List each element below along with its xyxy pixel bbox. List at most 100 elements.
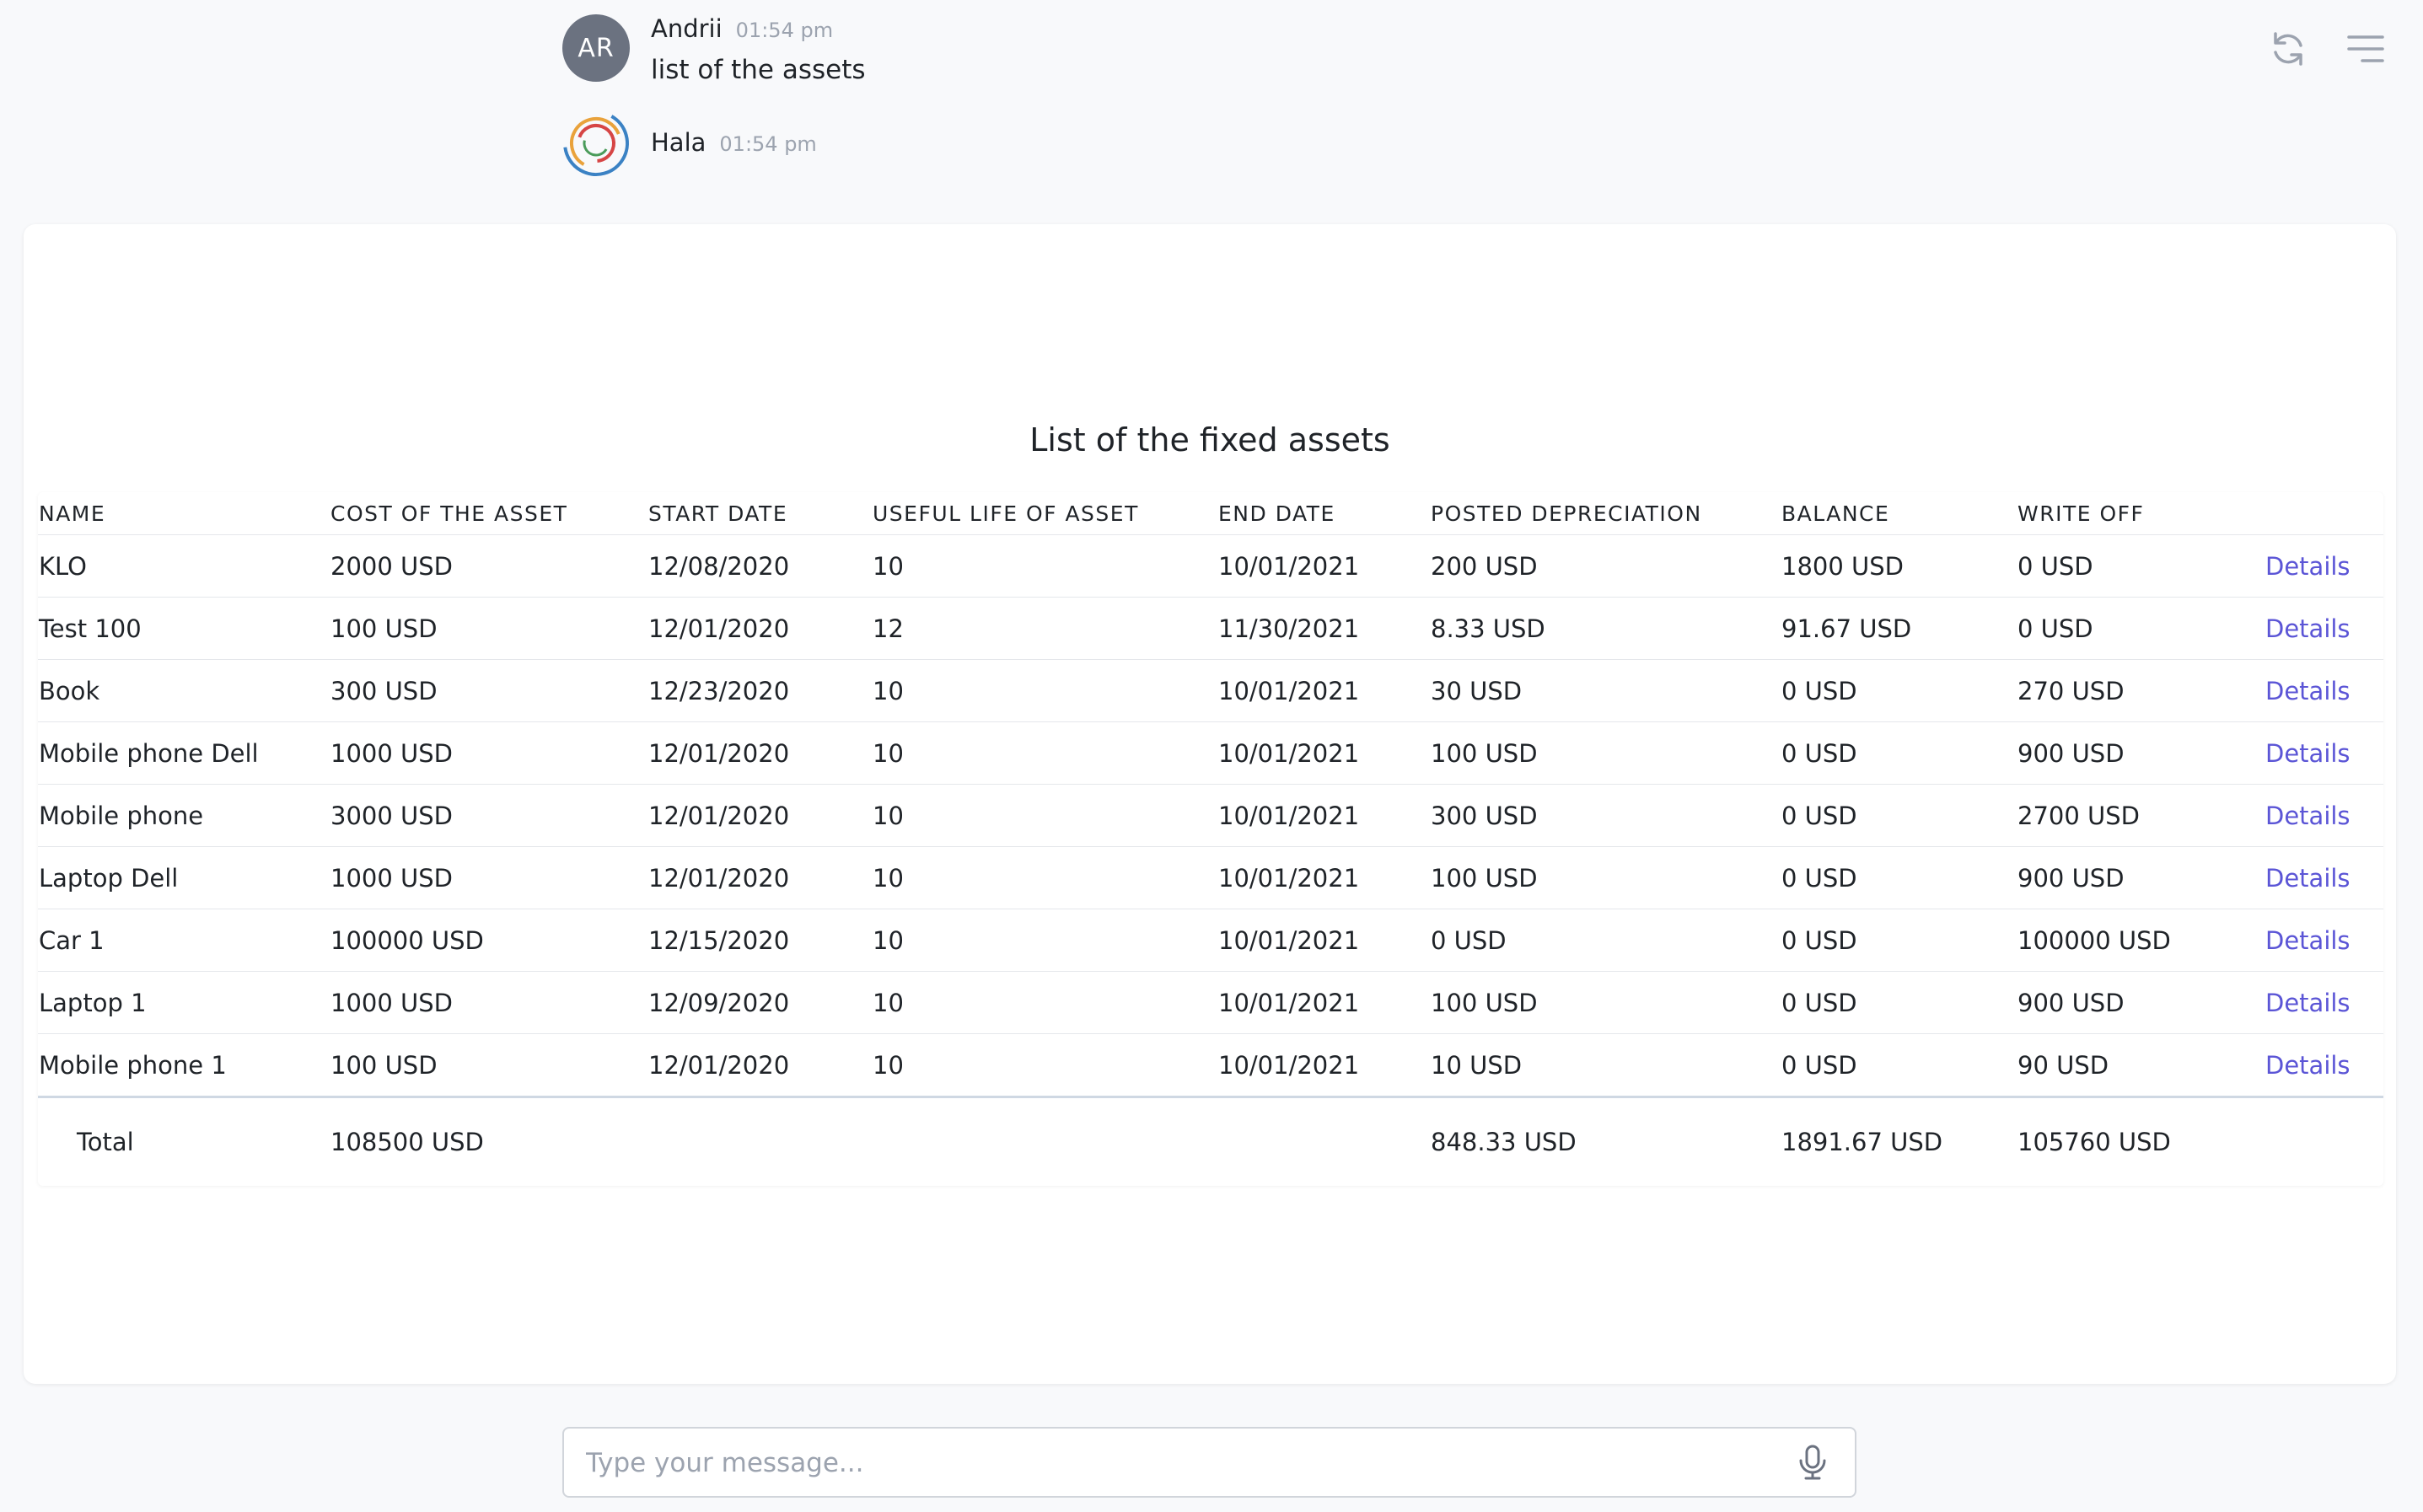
asset-useful-life: 10	[872, 784, 1217, 847]
asset-write-off: 900 USD	[2017, 846, 2265, 909]
asset-start-date: 12/23/2020	[647, 659, 872, 722]
asset-start-date: 12/08/2020	[647, 534, 872, 598]
asset-posted-depreciation: 30 USD	[1430, 659, 1781, 722]
assets-card: List of the fixed assets NAME COST OF TH…	[24, 224, 2396, 1384]
column-header: USEFUL LIFE OF ASSET	[872, 492, 1217, 535]
asset-cost: 100000 USD	[330, 909, 647, 972]
column-header-actions	[2265, 492, 2383, 535]
asset-end-date: 10/01/2021	[1217, 971, 1430, 1034]
asset-posted-depreciation: 100 USD	[1430, 846, 1781, 909]
details-link[interactable]: Details	[2265, 676, 2350, 705]
refresh-icon[interactable]	[2268, 29, 2308, 69]
asset-end-date: 10/01/2021	[1217, 909, 1430, 972]
total-posted-depreciation: 848.33 USD	[1431, 1128, 1577, 1156]
total-write-off: 105760 USD	[2017, 1128, 2171, 1156]
asset-name: Mobile phone	[38, 784, 330, 847]
message-input[interactable]	[584, 1429, 1768, 1498]
table-row: Laptop Dell 1000 USD 12/01/2020 10 10/01/202…	[38, 846, 2383, 909]
details-link[interactable]: Details	[2265, 863, 2350, 893]
asset-posted-depreciation: 8.33 USD	[1430, 597, 1781, 660]
table-row: Mobile phone 3000 USD 12/01/2020 10 10/01/20…	[38, 784, 2383, 847]
details-link[interactable]: Details	[2265, 738, 2350, 768]
asset-balance: 0 USD	[1781, 659, 2017, 722]
table-row: KLO 2000 USD 12/08/2020 10 10/01/2021 200 USD…	[38, 534, 2383, 598]
asset-name: KLO	[38, 534, 330, 598]
table-header-row: NAME COST OF THE ASSET START DATE USEFUL…	[38, 492, 2383, 535]
table-title: List of the fixed assets	[1029, 421, 1390, 458]
asset-useful-life: 10	[872, 846, 1217, 909]
asset-cost: 300 USD	[330, 659, 647, 722]
asset-write-off: 900 USD	[2017, 971, 2265, 1034]
chat-message-bot: Hala 01:54 pm	[562, 110, 817, 177]
asset-write-off: 900 USD	[2017, 721, 2265, 785]
table-row: Test 100 100 USD 12/01/2020 12 11/30/2021 8.3…	[38, 597, 2383, 660]
asset-useful-life: 12	[872, 597, 1217, 660]
table-row: Mobile phone Dell 1000 USD 12/01/2020 10 10/…	[38, 721, 2383, 785]
asset-useful-life: 10	[872, 909, 1217, 972]
asset-posted-depreciation: 300 USD	[1430, 784, 1781, 847]
chat-message-user: AR Andrii 01:54 pm list of the assets	[562, 14, 866, 85]
column-header: COST OF THE ASSET	[330, 492, 647, 535]
asset-balance: 0 USD	[1781, 721, 2017, 785]
asset-start-date: 12/01/2020	[647, 784, 872, 847]
asset-useful-life: 10	[872, 971, 1217, 1034]
asset-start-date: 12/09/2020	[647, 971, 872, 1034]
top-toolbar	[2268, 29, 2386, 69]
asset-useful-life: 10	[872, 534, 1217, 598]
asset-write-off: 90 USD	[2017, 1033, 2265, 1098]
message-body: Hala 01:54 pm	[651, 128, 817, 157]
column-header: END DATE	[1217, 492, 1430, 535]
details-link[interactable]: Details	[2265, 988, 2350, 1017]
message-author: Andrii	[651, 14, 723, 43]
asset-posted-depreciation: 200 USD	[1430, 534, 1781, 598]
message-header: Andrii 01:54 pm	[651, 14, 866, 43]
message-time: 01:54 pm	[719, 132, 817, 156]
asset-write-off: 100000 USD	[2017, 909, 2265, 972]
asset-end-date: 11/30/2021	[1217, 597, 1430, 660]
hala-logo-icon	[563, 110, 629, 176]
details-link[interactable]: Details	[2265, 1050, 2350, 1080]
asset-write-off: 0 USD	[2017, 597, 2265, 660]
menu-icon[interactable]	[2345, 29, 2386, 69]
message-composer	[562, 1427, 1856, 1498]
asset-cost: 2000 USD	[330, 534, 647, 598]
assets-table: NAME COST OF THE ASSET START DATE USEFUL…	[38, 492, 2383, 1186]
column-header: WRITE OFF	[2017, 492, 2265, 535]
asset-name: Test 100	[38, 597, 330, 660]
message-header: Hala 01:54 pm	[651, 128, 817, 157]
asset-useful-life: 10	[872, 1033, 1217, 1098]
asset-name: Mobile phone Dell	[38, 721, 330, 785]
table-row: Laptop 1 1000 USD 12/09/2020 10 10/01/2021 10…	[38, 971, 2383, 1034]
asset-end-date: 10/01/2021	[1217, 784, 1430, 847]
assets-table-wrapper: NAME COST OF THE ASSET START DATE USEFUL…	[38, 492, 2383, 1186]
details-link[interactable]: Details	[2265, 925, 2350, 955]
table-row: Car 1 100000 USD 12/15/2020 10 10/01/2021 0 U…	[38, 909, 2383, 972]
asset-balance: 0 USD	[1781, 846, 2017, 909]
message-time: 01:54 pm	[735, 19, 834, 42]
asset-write-off: 2700 USD	[2017, 784, 2265, 847]
asset-cost: 100 USD	[330, 1033, 647, 1098]
asset-cost: 1000 USD	[330, 971, 647, 1034]
column-header: BALANCE	[1781, 492, 2017, 535]
asset-end-date: 10/01/2021	[1217, 659, 1430, 722]
avatar: AR	[562, 14, 630, 82]
asset-end-date: 10/01/2021	[1217, 721, 1430, 785]
asset-start-date: 12/01/2020	[647, 846, 872, 909]
microphone-icon[interactable]	[1794, 1444, 1831, 1481]
asset-end-date: 10/01/2021	[1217, 534, 1430, 598]
asset-balance: 1800 USD	[1781, 534, 2017, 598]
details-link[interactable]: Details	[2265, 614, 2350, 643]
table-row: Mobile phone 1 100 USD 12/01/2020 10 10/01/2…	[38, 1033, 2383, 1098]
asset-name: Laptop Dell	[38, 846, 330, 909]
asset-write-off: 270 USD	[2017, 659, 2265, 722]
asset-posted-depreciation: 0 USD	[1430, 909, 1781, 972]
asset-posted-depreciation: 100 USD	[1430, 971, 1781, 1034]
message-author: Hala	[651, 128, 706, 157]
details-link[interactable]: Details	[2265, 801, 2350, 830]
column-header: START DATE	[647, 492, 872, 535]
asset-start-date: 12/01/2020	[647, 721, 872, 785]
details-link[interactable]: Details	[2265, 551, 2350, 581]
message-body: Andrii 01:54 pm list of the assets	[651, 14, 866, 85]
asset-end-date: 10/01/2021	[1217, 1033, 1430, 1098]
asset-name: Mobile phone 1	[38, 1033, 330, 1098]
